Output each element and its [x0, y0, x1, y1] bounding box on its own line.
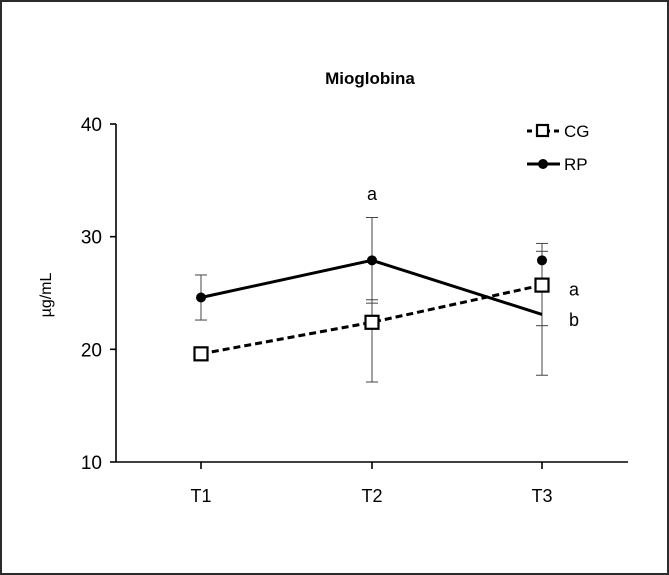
legend-rp-label: RP: [564, 155, 588, 174]
data-point-cg: [534, 277, 550, 293]
legend-cg-marker: [535, 123, 550, 138]
data-point-cg: [364, 314, 380, 330]
chart-title: Mioglobina: [325, 69, 415, 88]
data-point-rp: [196, 292, 206, 303]
y-tick-label: 30: [81, 228, 102, 249]
y-tick-label: 10: [81, 453, 102, 474]
x-tick-label: T1: [190, 486, 211, 506]
legend-rp-marker: [538, 159, 548, 169]
annotations: aab: [367, 184, 580, 330]
y-tick-label: 40: [81, 115, 102, 136]
legend-cg-label: CG: [564, 122, 590, 141]
data-point-rp: [537, 255, 547, 266]
series-markers: [193, 255, 550, 362]
annotation-label: b: [569, 310, 579, 330]
legend: CG RP: [527, 122, 590, 174]
annotation-label: a: [367, 184, 378, 204]
y-axis-label: µg/mL: [38, 273, 55, 318]
x-tick-label: T2: [361, 486, 382, 506]
data-point-cg: [193, 346, 209, 362]
data-point-rp: [367, 255, 377, 266]
annotation-label: a: [569, 280, 580, 300]
y-tick-label: 20: [81, 340, 102, 361]
y-ticks: 10 20 30 40: [81, 115, 116, 474]
x-ticks: T1 T2 T3: [190, 462, 553, 506]
x-tick-label: T3: [531, 486, 552, 506]
